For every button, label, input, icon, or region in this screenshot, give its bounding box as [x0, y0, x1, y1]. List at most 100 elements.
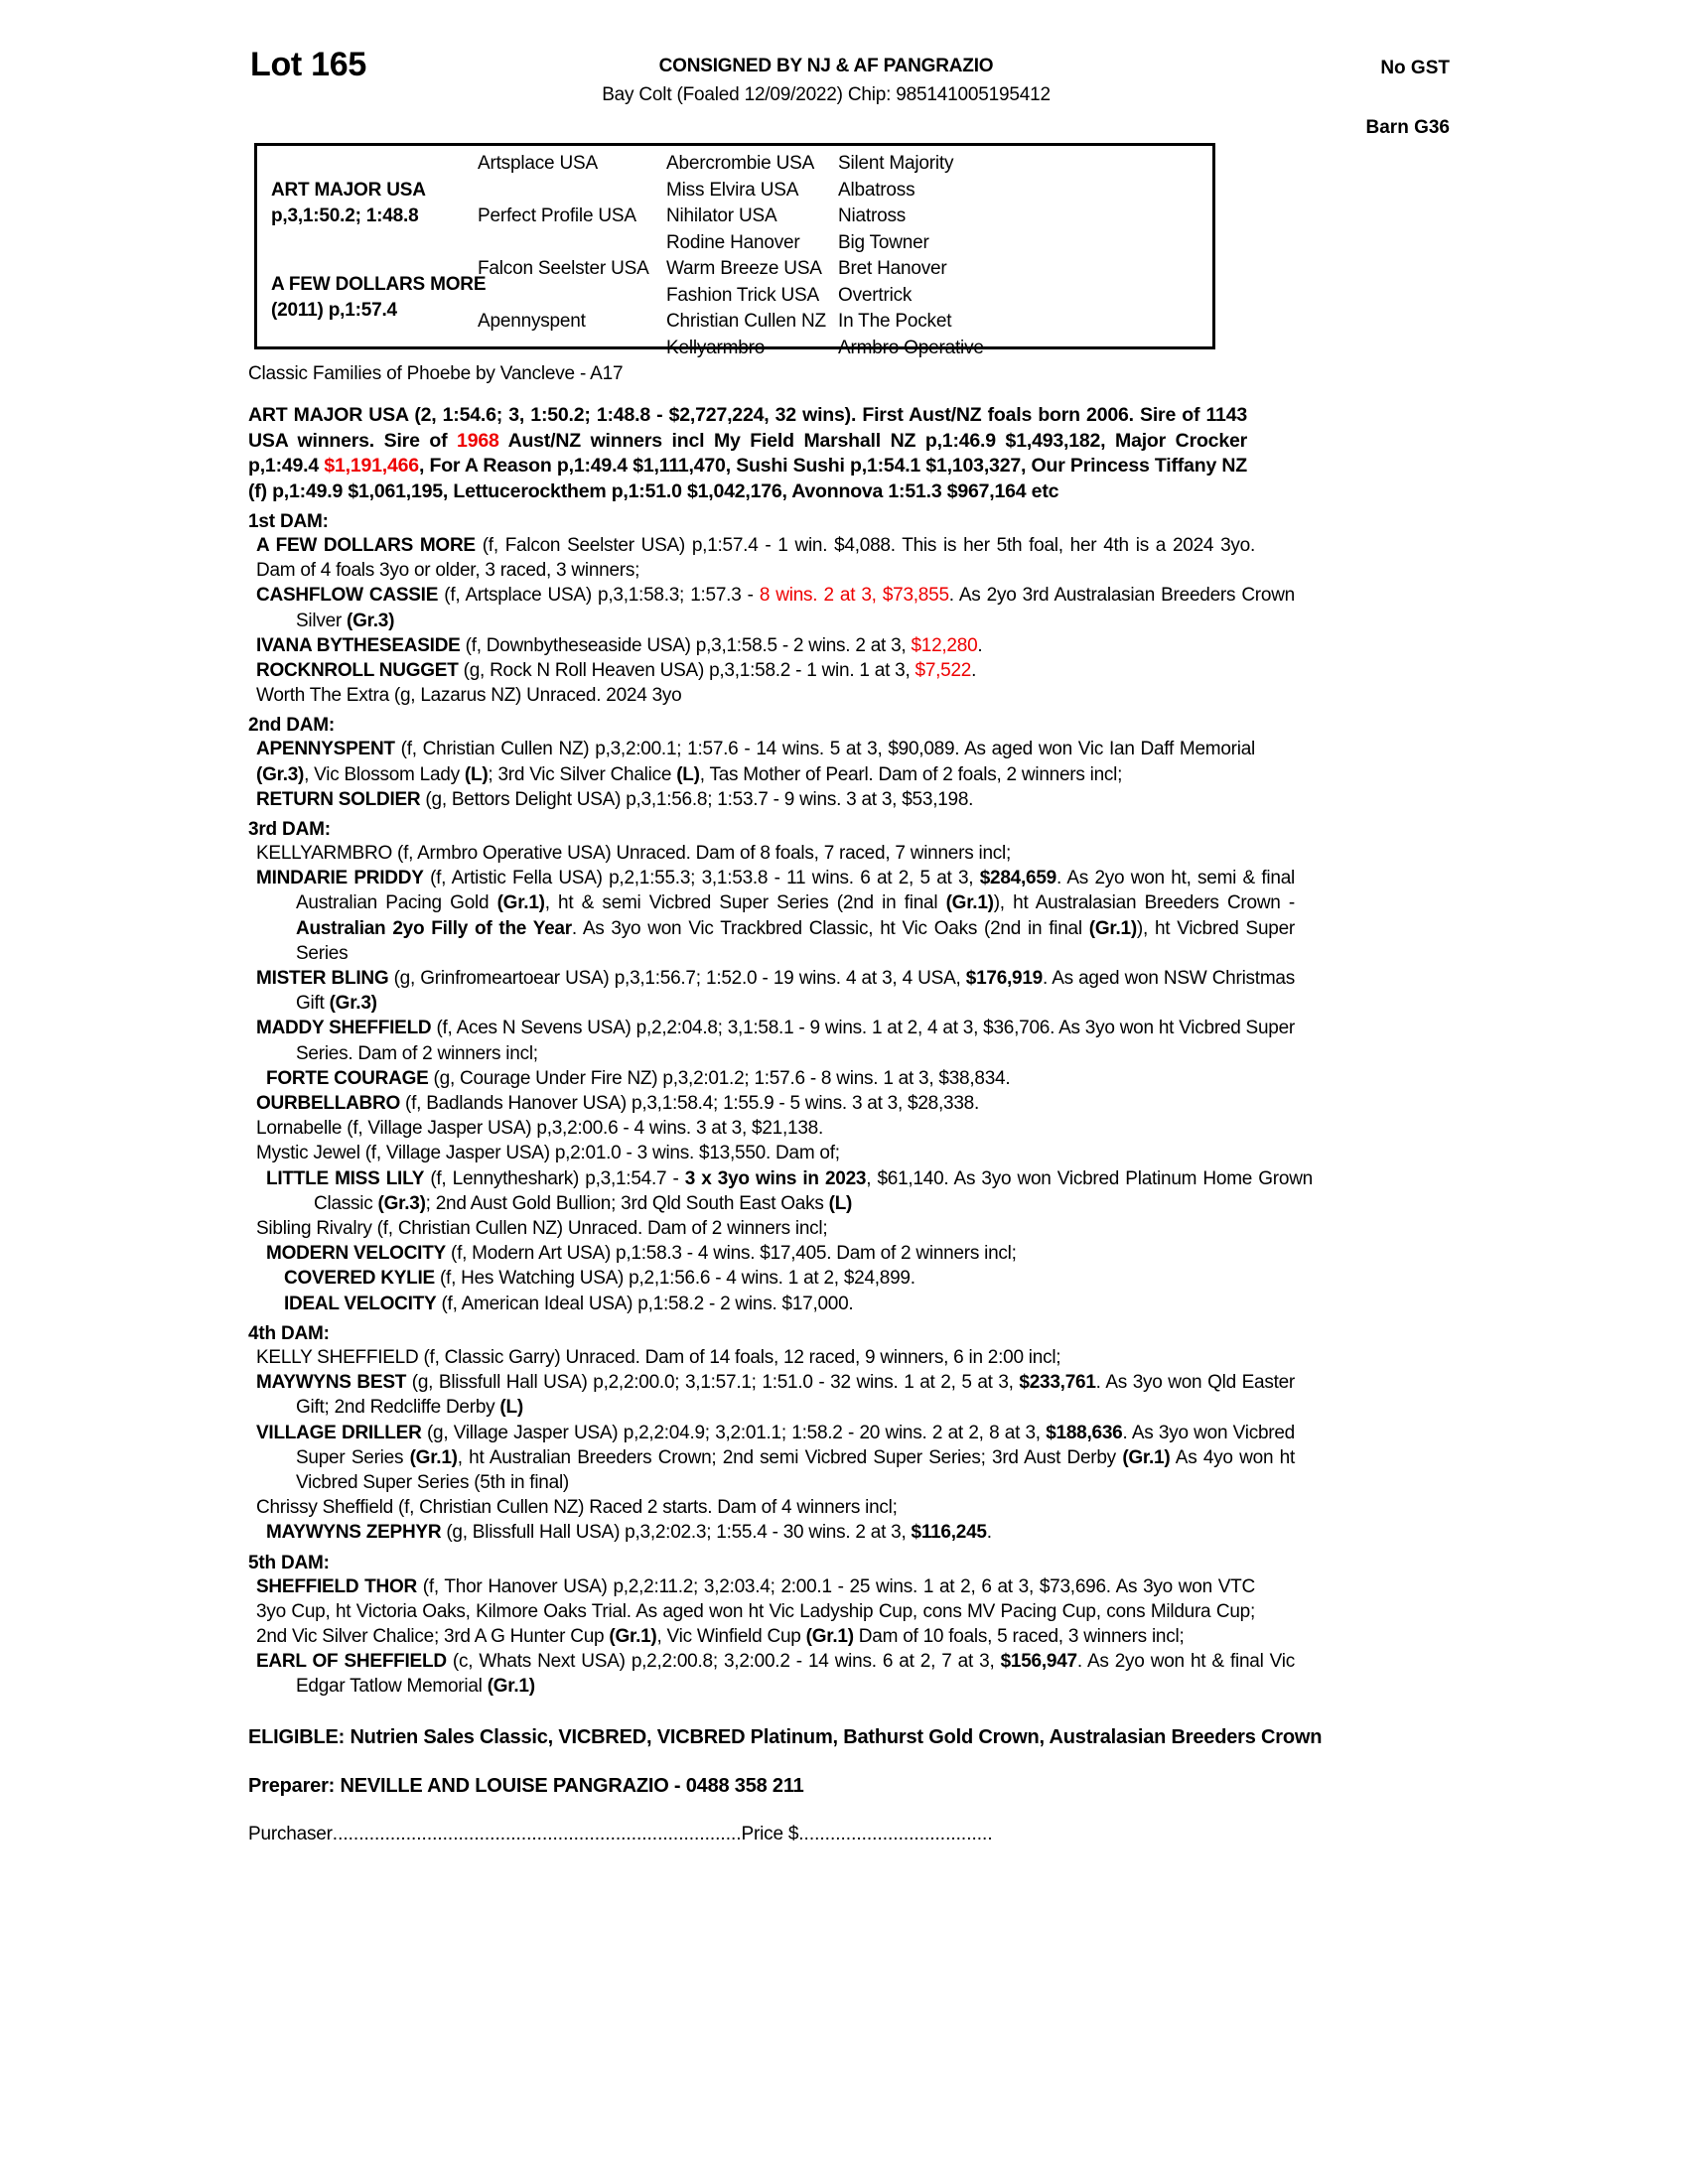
pedigree-entry: IVANA BYTHESEASIDE (f, Downbytheseaside … [248, 633, 1295, 658]
barn-number: Barn G36 [1365, 117, 1450, 138]
preparer-line: Preparer: NEVILLE AND LOUISE PANGRAZIO -… [248, 1774, 804, 1797]
entry-text: ), ht Vicbred Super Series [296, 917, 1295, 964]
entry-text: (g, Village Jasper USA) p,2,2:04.9; 3,2:… [421, 1422, 1047, 1443]
entry-bold-text: (Gr.1) [496, 892, 545, 914]
entry-text: . [977, 634, 983, 656]
entry-text: (f, Christian Cullen NZ) p,3,2:00.1; 1:5… [394, 739, 1256, 760]
pedigree-entry: Lornabelle (f, Village Jasper USA) p,3,2… [248, 1116, 1295, 1141]
entry-bold-text: MISTER BLING [256, 968, 389, 990]
sire-lead-text: ART MAJOR USA (2, 1:54.6; 3, 1:50.2; 1:4… [248, 404, 1247, 452]
pedigree-entry: LITTLE MISS LILY (f, Lennytheshark) p,3,… [248, 1166, 1313, 1216]
entry-text: ), ht Australasian Breeders Crown - [993, 892, 1296, 914]
sire-mid-text: Aust/NZ winners incl My Field Marshall N… [248, 429, 1247, 478]
dam-heading: 4th DAM: [248, 1322, 330, 1344]
pedigree-gen3-6: Fashion Trick USA [666, 284, 819, 306]
pedigree-gen2-1: Artsplace USA [478, 153, 598, 174]
entry-text: . As 3yo won Vicbred Super Series [296, 1422, 1295, 1468]
entry-text: Mystic Jewel (f, Village Jasper USA) p,2… [256, 1143, 840, 1164]
pedigree-gen3-2: Miss Elvira USA [666, 179, 799, 201]
entry-text: Lornabelle (f, Village Jasper USA) p,3,2… [256, 1118, 823, 1140]
entry-highlight-text: $12,280 [911, 634, 978, 656]
entry-bold-text: (L) [464, 763, 489, 785]
entry-text: (c, Whats Next USA) p,2,2:00.8; 3,2:00.2… [446, 1651, 1001, 1673]
entry-bold-text: (Gr.1) [487, 1676, 535, 1698]
pedigree-entry: KELLY SHEFFIELD (f, Classic Garry) Unrac… [248, 1345, 1255, 1370]
entry-bold-text: (L) [676, 763, 700, 785]
lot-number: Lot 165 [250, 46, 366, 83]
entry-bold-text: Australian 2yo Filly of the Year [296, 917, 572, 939]
dam-heading: 1st DAM: [248, 511, 329, 532]
entry-text: (f, Artistic Fella USA) p,2,1:55.3; 3,1:… [423, 868, 980, 889]
entry-highlight-text: $7,522 [914, 660, 972, 682]
sire-red-winners: 1968 [457, 429, 499, 452]
entry-text: , Vic Winfield Cup [656, 1625, 806, 1647]
pedigree-gen4-3: Niatross [838, 205, 907, 226]
entry-text: . [971, 660, 977, 682]
pedigree-gen2-2: Perfect Profile USA [478, 205, 636, 226]
entry-text: (g, Rock N Roll Heaven USA) p,3,1:58.2 -… [458, 660, 915, 682]
pedigree-gen4-1: Silent Majority [838, 153, 954, 174]
entry-text: Worth The Extra (g, Lazarus NZ) Unraced.… [256, 685, 682, 707]
entry-bold-text: OURBELLABRO [256, 1093, 401, 1115]
pedigree-entry: COVERED KYLIE (f, Hes Watching USA) p,2,… [248, 1266, 1331, 1291]
entry-bold-text: $233,761 [1019, 1372, 1096, 1394]
pedigree-gen3-7: Christian Cullen NZ [666, 311, 826, 332]
pedigree-gen4-6: Overtrick [838, 284, 913, 306]
entry-text: (f, Aces N Sevens USA) p,2,2:04.8; 3,1:5… [296, 1018, 1296, 1064]
entry-bold-text: $116,245 [911, 1522, 987, 1544]
entry-bold-text: (Gr.3) [256, 763, 305, 785]
gst-status: No GST [1380, 58, 1450, 78]
pedigree-gen4-5: Bret Hanover [838, 258, 947, 279]
entry-text: Dam of 10 foals, 5 raced, 3 winners incl… [853, 1625, 1185, 1647]
entry-text: . As 3yo won Qld Easter Gift; 2nd Redcli… [296, 1372, 1295, 1419]
entry-text: KELLY SHEFFIELD (f, Classic Garry) Unrac… [256, 1346, 1061, 1368]
entry-text: (f, Artsplace USA) p,3,1:58.3; 1:57.3 - [438, 585, 760, 607]
pedigree-gen3-5: Warm Breeze USA [666, 258, 822, 279]
entry-bold-text: LITTLE MISS LILY [266, 1167, 425, 1189]
price-dots[interactable]: ..................................... [798, 1823, 993, 1844]
entry-text: (g, Grinfromeartoear USA) p,3,1:56.7; 1:… [388, 968, 966, 990]
pedigree-gen3-4: Rodine Hanover [666, 231, 800, 253]
pedigree-entry: MAYWYNS ZEPHYR (g, Blissfull Hall USA) p… [248, 1520, 1313, 1545]
entry-bold-text: (Gr.3) [377, 1192, 426, 1214]
entry-bold-text: MODERN VELOCITY [266, 1243, 446, 1265]
pedigree-gen4-8: Armbro Operative [838, 337, 984, 358]
entry-bold-text: COVERED KYLIE [284, 1268, 435, 1290]
entry-text: , Tas Mother of Pearl. Dam of 2 foals, 2… [699, 763, 1123, 785]
entry-bold-text: (Gr.1) [805, 1625, 854, 1647]
entry-text: . As aged won NSW Christmas Gift [296, 968, 1295, 1015]
entry-text: As 4yo won ht Vicbred Super Series (5th … [296, 1446, 1295, 1493]
entry-bold-text: CASHFLOW CASSIE [256, 585, 439, 607]
purchaser-line: Purchaser...............................… [248, 1824, 1460, 1845]
entry-bold-text: MINDARIE PRIDDY [256, 868, 424, 889]
entry-bold-text: A FEW DOLLARS MORE [256, 535, 476, 556]
entry-bold-text: RETURN SOLDIER [256, 788, 421, 810]
page-header: Lot 165 CONSIGNED BY NJ & AF PANGRAZIO B… [246, 40, 1460, 139]
entry-text: (f, American Ideal USA) p,1:58.2 - 2 win… [436, 1293, 854, 1314]
sire-tail-text: , For A Reason p,1:49.4 $1,111,470, Sush… [248, 455, 1247, 502]
dam-heading: 5th DAM: [248, 1552, 330, 1573]
pedigree-entry: Mystic Jewel (f, Village Jasper USA) p,2… [248, 1141, 1295, 1165]
entry-highlight-text: 8 wins. 2 at 3, $73,855 [759, 585, 949, 607]
entry-bold-text: ROCKNROLL NUGGET [256, 660, 459, 682]
entry-bold-text: EARL OF SHEFFIELD [256, 1651, 447, 1673]
entry-bold-text: 3 x 3yo wins in 2023 [684, 1167, 867, 1189]
entry-bold-text: (Gr.3) [329, 993, 377, 1015]
purchaser-label: Purchaser [248, 1823, 333, 1844]
pedigree-entry: Sibling Rivalry (f, Christian Cullen NZ)… [248, 1216, 1295, 1241]
entry-text: . As 2yo won ht, semi & final Australian… [296, 868, 1296, 914]
entry-bold-text: VILLAGE DRILLER [256, 1422, 422, 1443]
pedigree-entry: MINDARIE PRIDDY (f, Artistic Fella USA) … [248, 866, 1295, 966]
sire-red-earnings: $1,191,466 [324, 455, 419, 477]
pedigree-gen3-1: Abercrombie USA [666, 153, 815, 174]
pedigree-entry: MAYWYNS BEST (g, Blissfull Hall USA) p,2… [248, 1370, 1295, 1420]
entry-text: (g, Bettors Delight USA) p,3,1:56.8; 1:5… [420, 788, 974, 810]
entry-text: (g, Courage Under Fire NZ) p,3,2:01.2; 1… [428, 1067, 1011, 1089]
purchaser-dots[interactable]: ........................................… [332, 1823, 742, 1844]
pedigree-dam-record: (2011) p,1:57.4 [271, 300, 397, 322]
pedigree-entry: FORTE COURAGE (g, Courage Under Fire NZ)… [248, 1066, 1313, 1091]
entry-bold-text: (Gr.1) [409, 1446, 458, 1468]
pedigree-gen4-7: In The Pocket [838, 311, 952, 332]
entry-text: (f, Falcon Seelster USA) p,1:57.4 - 1 wi… [256, 535, 1255, 582]
